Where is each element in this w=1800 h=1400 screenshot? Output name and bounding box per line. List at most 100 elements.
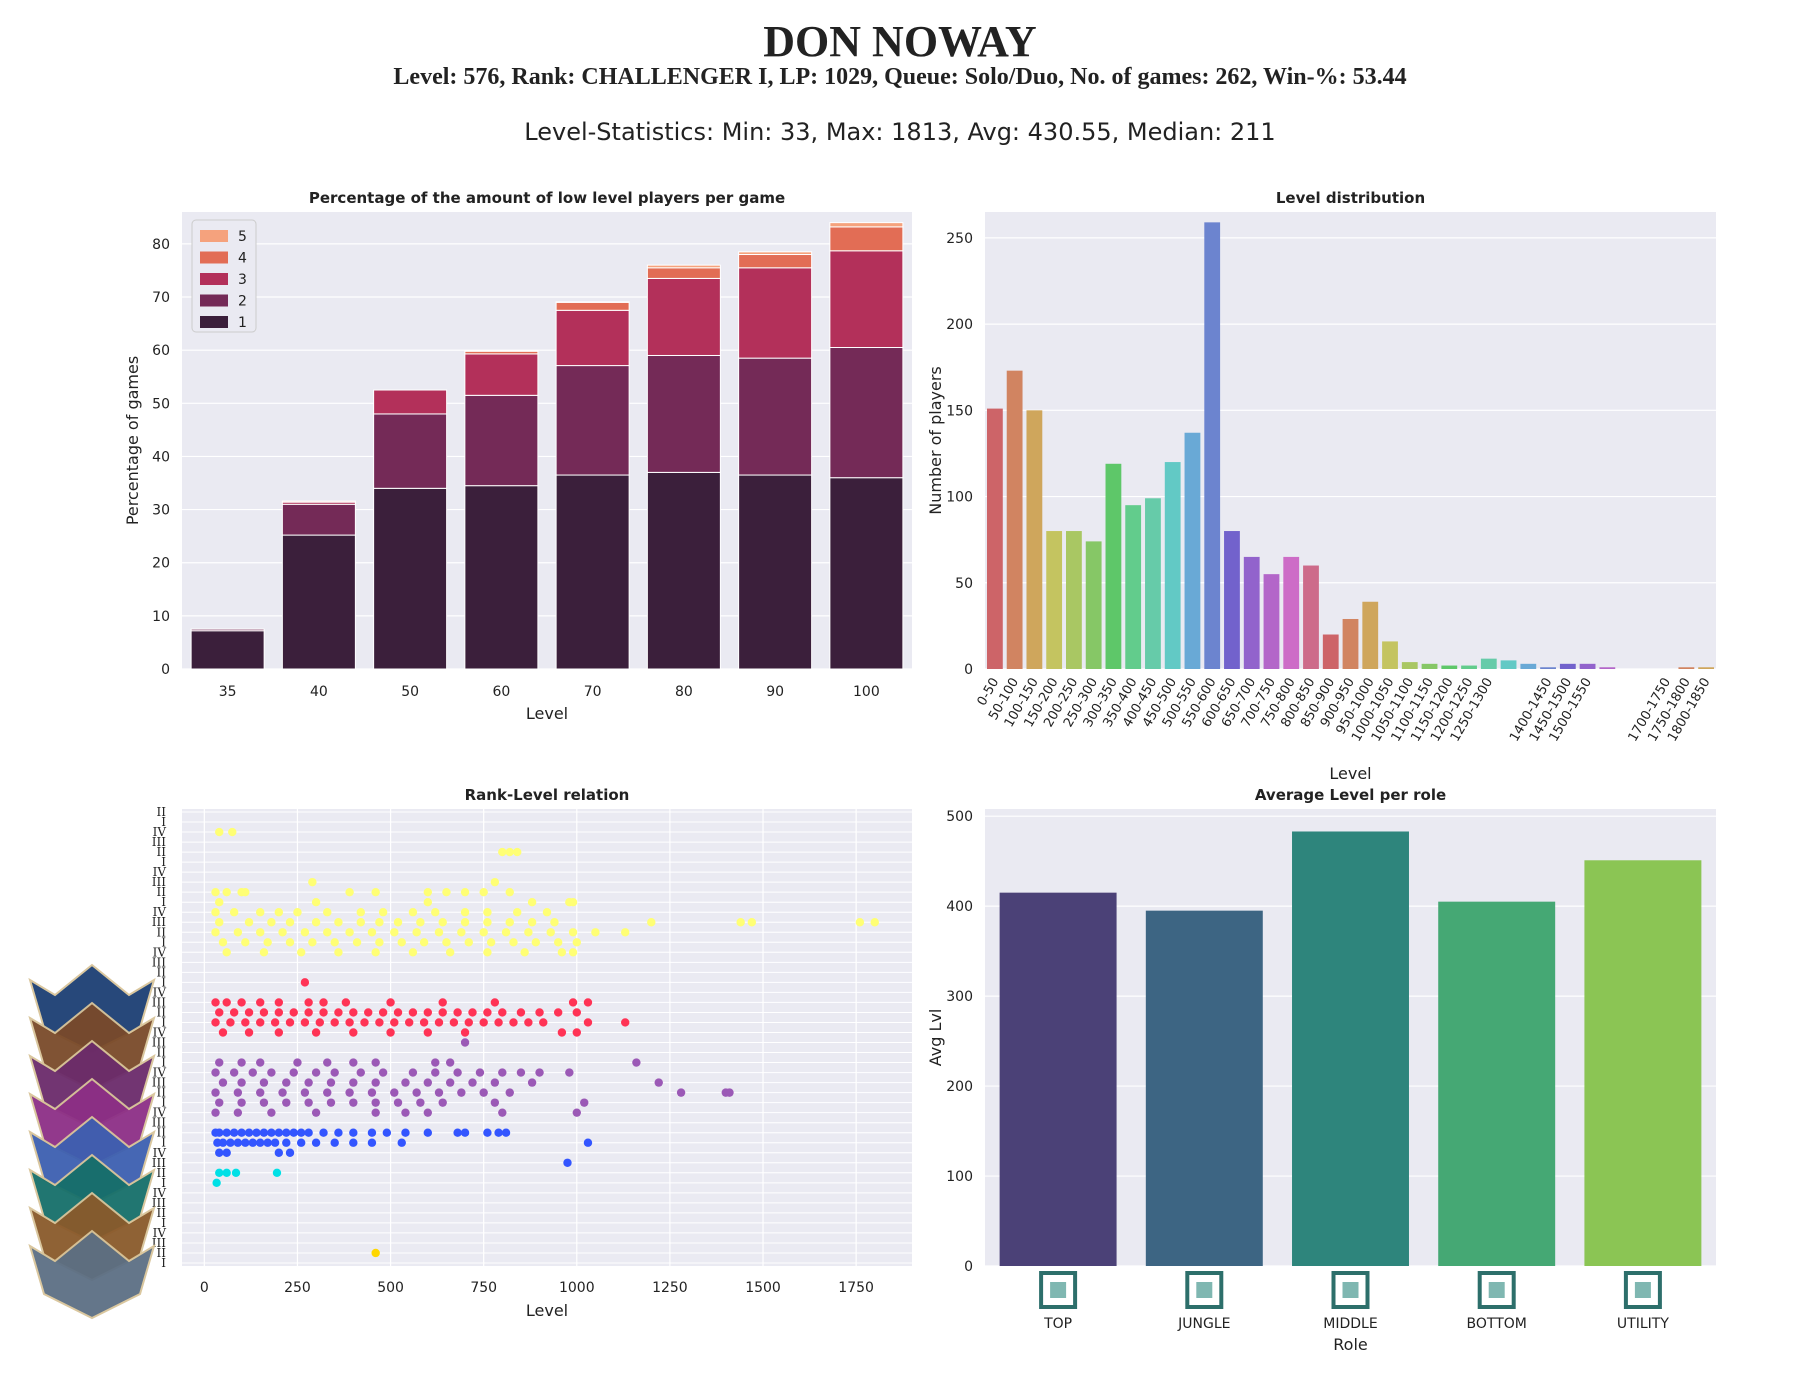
scatter-point (215, 1168, 224, 1178)
bar-segment (829, 226, 904, 252)
scatter-point (285, 918, 295, 927)
scatter-point (371, 1058, 380, 1067)
x-tick-label: 0 (200, 1280, 209, 1296)
scatter-point (244, 1028, 254, 1037)
bar (1283, 556, 1300, 669)
scatter-point (494, 1018, 503, 1027)
scatter-point (513, 847, 522, 857)
y-tick-label: 300 (946, 989, 973, 1005)
scatter-point (274, 1128, 284, 1137)
scatter-point (520, 948, 529, 957)
scatter-point (490, 877, 500, 887)
scatter-point (334, 1008, 343, 1017)
scatter-point (323, 1088, 332, 1097)
scatter-point (218, 1138, 228, 1147)
y-tick-label: 10 (152, 609, 170, 625)
scatter-point (416, 1098, 425, 1107)
rank-tick-label: III (152, 875, 166, 889)
scatter-point (233, 1088, 243, 1097)
scatter-point (870, 918, 879, 927)
bar-segment (190, 628, 265, 632)
scatter-point (274, 1008, 284, 1017)
scatter-point (568, 948, 578, 957)
scatter-point (464, 1018, 473, 1027)
chart-title: Level distribution (1276, 189, 1425, 207)
scatter-point (438, 1098, 447, 1107)
scatter-point (274, 998, 284, 1007)
bar-segment (829, 222, 904, 228)
scatter-point (460, 1128, 470, 1137)
scatter-point (304, 1078, 313, 1087)
scatter-point (654, 1078, 663, 1087)
bar-segment (646, 264, 721, 269)
scatter-point (434, 1018, 444, 1027)
scatter-point (241, 1018, 250, 1027)
x-tick-label: 60 (492, 684, 510, 700)
bar (1046, 531, 1063, 669)
scatter-point (259, 1008, 269, 1017)
scatter-point (445, 1078, 455, 1087)
bar-segment (281, 534, 356, 670)
scatter-point (222, 948, 231, 957)
scatter-point (390, 928, 399, 937)
scatter-point (311, 1028, 321, 1037)
scatter-point (412, 1088, 421, 1097)
scatter-point (509, 938, 518, 947)
bar (1559, 663, 1576, 669)
scatter-point (356, 1068, 365, 1077)
x-tick-label: 250 (284, 1280, 311, 1296)
plot-background (182, 809, 912, 1266)
scatter-point (222, 887, 231, 897)
y-tick-label: 100 (946, 490, 973, 506)
scatter-point (524, 928, 533, 937)
rank-tick-label: I (161, 815, 166, 829)
scatter-point (591, 928, 600, 937)
rank-tick-label: IV (153, 825, 167, 839)
rank-tick-label: I (161, 1216, 166, 1230)
x-axis-label: Role (1333, 1335, 1367, 1354)
scatter-point (364, 1008, 373, 1017)
bar (1342, 618, 1359, 669)
scatter-point (747, 918, 757, 927)
utility-role-icon-frame (1623, 1271, 1662, 1309)
x-tick-label: BOTTOM (1467, 1316, 1527, 1332)
x-tick-label: 100 (853, 684, 880, 700)
scatter-point (237, 1078, 246, 1087)
scatter-point (386, 1028, 395, 1037)
scatter-point (300, 1088, 310, 1097)
scatter-point (244, 918, 254, 927)
scatter-point (423, 1078, 433, 1087)
scatter-point (468, 1008, 477, 1017)
rank-tick-label: III (152, 835, 166, 849)
scatter-point (296, 1138, 306, 1147)
scatter-point (326, 1078, 336, 1087)
player-name-title: DON NOWAY (763, 17, 1037, 66)
scatter-point (483, 908, 492, 917)
scatter-point (304, 998, 313, 1007)
bar-segment (829, 347, 904, 479)
bar (1204, 222, 1221, 669)
scatter-point (572, 1028, 581, 1037)
rank-tick-label: III (152, 1236, 166, 1250)
bar (1520, 663, 1537, 669)
scatter-point (349, 1008, 358, 1017)
scatter-point (393, 1098, 403, 1107)
scatter-point (423, 1108, 433, 1117)
scatter-point (516, 1068, 526, 1077)
scatter-point (542, 908, 552, 917)
bar-segment (373, 389, 448, 415)
scatter-point (483, 1008, 492, 1017)
scatter-point (228, 827, 237, 837)
scatter-point (237, 998, 246, 1007)
scatter-point (289, 1128, 298, 1137)
x-tick-label: 90 (766, 684, 784, 700)
scatter-point (505, 847, 514, 857)
legend-label: 5 (238, 229, 247, 245)
scatter-point (241, 938, 250, 947)
bar (1125, 505, 1142, 669)
scatter-point (457, 1088, 466, 1097)
bar (1006, 370, 1023, 669)
scatter-point (330, 1138, 339, 1147)
bar (1362, 601, 1379, 669)
scatter-point (270, 1018, 280, 1027)
